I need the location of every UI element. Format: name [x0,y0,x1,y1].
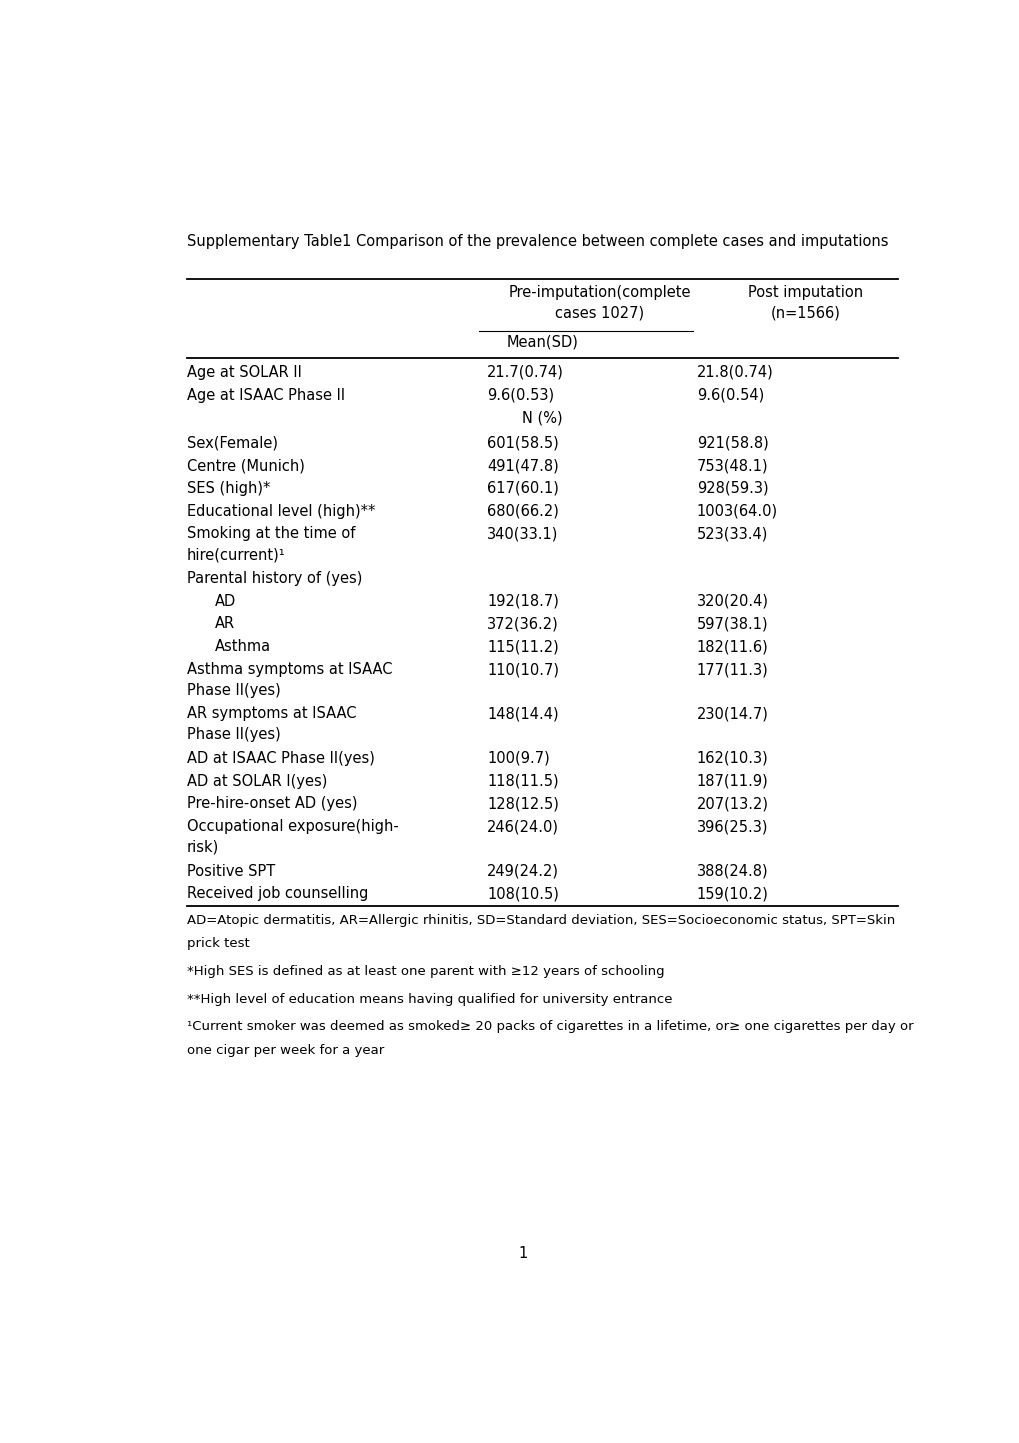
Text: AR symptoms at ISAAC: AR symptoms at ISAAC [186,707,356,722]
Text: AR: AR [214,616,234,632]
Text: Asthma symptoms at ISAAC: Asthma symptoms at ISAAC [186,662,392,677]
Text: 680(66.2): 680(66.2) [487,504,558,518]
Text: AD at ISAAC Phase II(yes): AD at ISAAC Phase II(yes) [186,750,374,766]
Text: Smoking at the time of: Smoking at the time of [186,527,355,541]
Text: 182(11.6): 182(11.6) [696,639,767,654]
Text: one cigar per week for a year: one cigar per week for a year [186,1043,384,1056]
Text: Pre-imputation(complete: Pre-imputation(complete [508,286,691,300]
Text: Educational level (high)**: Educational level (high)** [186,504,375,518]
Text: Supplementary Table1 Comparison of the prevalence between complete cases and imp: Supplementary Table1 Comparison of the p… [186,234,888,250]
Text: 523(33.4): 523(33.4) [696,527,767,541]
Text: 1003(64.0): 1003(64.0) [696,504,777,518]
Text: (n=1566): (n=1566) [769,306,840,320]
Text: AD=Atopic dermatitis, AR=Allergic rhinitis, SD=Standard deviation, SES=Socioecon: AD=Atopic dermatitis, AR=Allergic rhinit… [186,913,894,926]
Text: 753(48.1): 753(48.1) [696,459,767,473]
Text: 192(18.7): 192(18.7) [487,593,558,609]
Text: 148(14.4): 148(14.4) [487,707,558,722]
Text: Mean(SD): Mean(SD) [506,335,578,349]
Text: 162(10.3): 162(10.3) [696,750,767,766]
Text: Sex(Female): Sex(Female) [186,436,277,450]
Text: AD: AD [214,593,235,609]
Text: **High level of education means having qualified for university entrance: **High level of education means having q… [186,993,672,1006]
Text: 597(38.1): 597(38.1) [696,616,767,632]
Text: 115(11.2): 115(11.2) [487,639,558,654]
Text: 159(10.2): 159(10.2) [696,886,767,902]
Text: Centre (Munich): Centre (Munich) [186,459,305,473]
Text: prick test: prick test [186,937,250,949]
Text: 9.6(0.53): 9.6(0.53) [487,388,553,403]
Text: 108(10.5): 108(10.5) [487,886,558,902]
Text: hire(current)¹: hire(current)¹ [186,547,285,563]
Text: *High SES is defined as at least one parent with ≥12 years of schooling: *High SES is defined as at least one par… [186,965,663,978]
Text: 340(33.1): 340(33.1) [487,527,558,541]
Text: 249(24.2): 249(24.2) [487,864,558,879]
Text: Post imputation: Post imputation [747,286,862,300]
Text: 928(59.3): 928(59.3) [696,481,767,496]
Text: 100(9.7): 100(9.7) [487,750,549,766]
Text: 207(13.2): 207(13.2) [696,797,768,811]
Text: 177(11.3): 177(11.3) [696,662,767,677]
Text: SES (high)*: SES (high)* [186,481,270,496]
Text: 9.6(0.54): 9.6(0.54) [696,388,763,403]
Text: cases 1027): cases 1027) [554,306,644,320]
Text: 388(24.8): 388(24.8) [696,864,767,879]
Text: Age at SOLAR II: Age at SOLAR II [186,365,302,380]
Text: 21.7(0.74): 21.7(0.74) [487,365,564,380]
Text: 110(10.7): 110(10.7) [487,662,558,677]
Text: N (%): N (%) [522,410,562,426]
Text: ¹Current smoker was deemed as smoked≥ 20 packs of cigarettes in a lifetime, or≥ : ¹Current smoker was deemed as smoked≥ 20… [186,1020,913,1033]
Text: Positive SPT: Positive SPT [186,864,275,879]
Text: risk): risk) [186,840,219,854]
Text: Age at ISAAC Phase II: Age at ISAAC Phase II [186,388,344,403]
Text: Occupational exposure(high-: Occupational exposure(high- [186,820,398,834]
Text: Received job counselling: Received job counselling [186,886,368,902]
Text: Phase II(yes): Phase II(yes) [186,683,280,697]
Text: Phase II(yes): Phase II(yes) [186,727,280,742]
Text: Asthma: Asthma [214,639,270,654]
Text: 21.8(0.74): 21.8(0.74) [696,365,772,380]
Text: 372(36.2): 372(36.2) [487,616,558,632]
Text: 246(24.0): 246(24.0) [487,820,558,834]
Text: Pre-hire-onset AD (yes): Pre-hire-onset AD (yes) [186,797,357,811]
Text: 187(11.9): 187(11.9) [696,773,767,789]
Text: AD at SOLAR I(yes): AD at SOLAR I(yes) [186,773,327,789]
Text: 617(60.1): 617(60.1) [487,481,558,496]
Text: 230(14.7): 230(14.7) [696,707,767,722]
Text: 1: 1 [518,1245,527,1261]
Text: Parental history of (yes): Parental history of (yes) [186,571,362,586]
Text: 921(58.8): 921(58.8) [696,436,767,450]
Text: 396(25.3): 396(25.3) [696,820,767,834]
Text: 118(11.5): 118(11.5) [487,773,558,789]
Text: 320(20.4): 320(20.4) [696,593,768,609]
Text: 128(12.5): 128(12.5) [487,797,558,811]
Text: 601(58.5): 601(58.5) [487,436,558,450]
Text: 491(47.8): 491(47.8) [487,459,558,473]
